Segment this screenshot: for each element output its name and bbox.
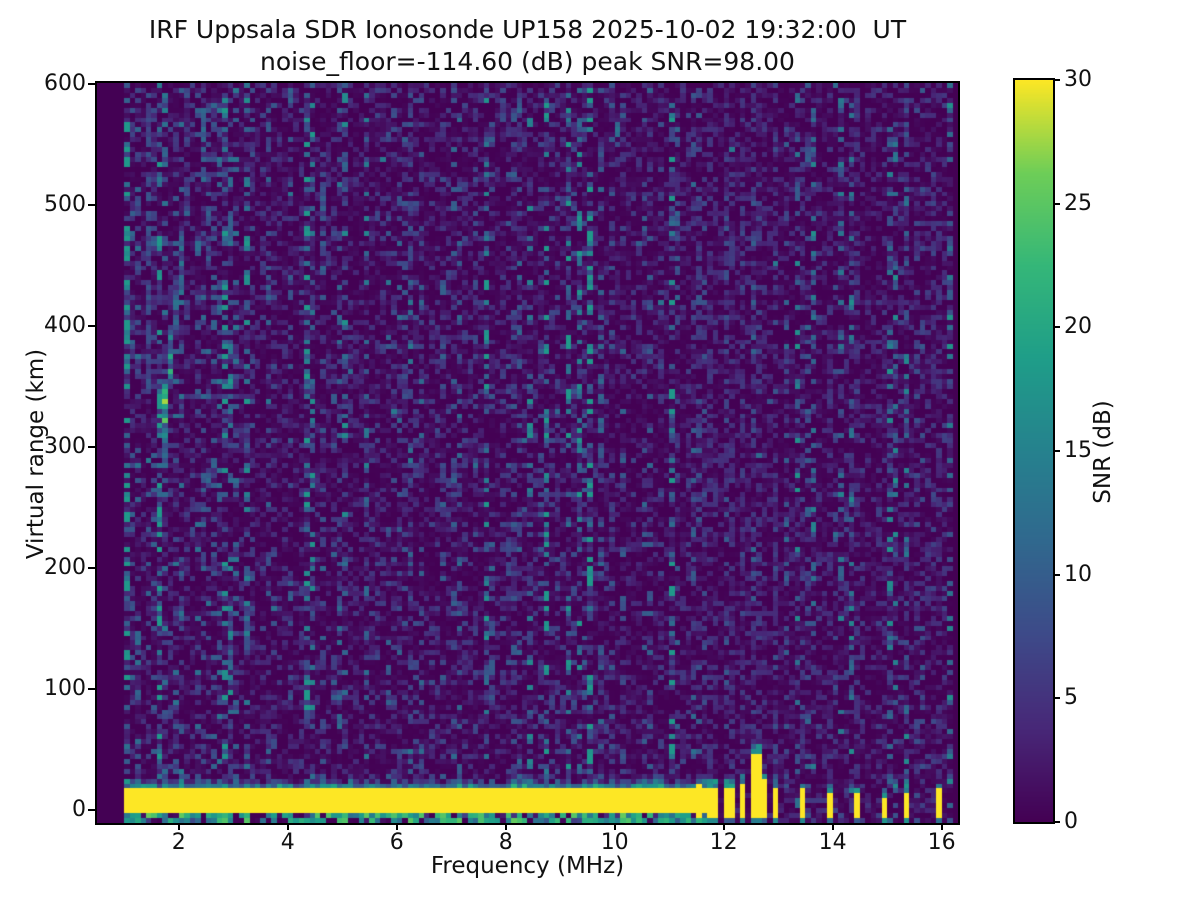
colorbar-gradient bbox=[1015, 80, 1053, 822]
x-tick-mark bbox=[722, 823, 725, 830]
y-tick-mark bbox=[88, 204, 95, 207]
x-tick-mark bbox=[177, 823, 180, 830]
y-tick-label: 100 bbox=[44, 675, 86, 701]
colorbar-tick-mark bbox=[1053, 573, 1060, 576]
x-tick-label: 14 bbox=[818, 830, 847, 855]
x-axis-label: Frequency (MHz) bbox=[430, 853, 625, 879]
colorbar-tick-label: 0 bbox=[1064, 809, 1078, 834]
x-tick-mark bbox=[831, 823, 834, 830]
colorbar-tick-label: 15 bbox=[1064, 438, 1092, 463]
chart-subtitle: noise_floor=-114.60 (dB) peak SNR=98.00 bbox=[260, 47, 795, 76]
colorbar-tick-label: 30 bbox=[1064, 67, 1092, 92]
y-tick-label: 600 bbox=[44, 71, 86, 97]
y-tick-label: 300 bbox=[44, 433, 86, 459]
y-tick-mark bbox=[88, 808, 95, 811]
x-tick-mark bbox=[940, 823, 943, 830]
colorbar-tick-label: 5 bbox=[1064, 685, 1078, 711]
x-tick-label: 12 bbox=[709, 830, 738, 855]
x-tick-mark bbox=[395, 823, 398, 830]
colorbar-tick-mark bbox=[1053, 326, 1060, 329]
ionogram-heatmap bbox=[97, 83, 958, 823]
x-tick-mark bbox=[613, 823, 616, 830]
colorbar-tick-label: 10 bbox=[1064, 561, 1092, 587]
x-tick-mark bbox=[504, 823, 507, 830]
colorbar-tick-label: 20 bbox=[1064, 314, 1092, 340]
colorbar-tick-label: 25 bbox=[1064, 190, 1092, 216]
x-tick-label: 2 bbox=[171, 830, 186, 855]
y-tick-mark bbox=[88, 445, 95, 448]
x-tick-label: 8 bbox=[498, 830, 513, 855]
chart-title: IRF Uppsala SDR Ionosonde UP158 2025-10-… bbox=[148, 15, 907, 44]
y-axis-label: Virtual range (km) bbox=[23, 348, 49, 560]
y-tick-mark bbox=[88, 566, 95, 569]
colorbar-tick-mark bbox=[1053, 697, 1060, 700]
y-tick-label: 400 bbox=[44, 313, 86, 339]
colorbar-tick-mark bbox=[1053, 821, 1060, 823]
y-tick-label: 500 bbox=[44, 192, 86, 218]
colorbar-tick-mark bbox=[1053, 450, 1060, 452]
y-tick-mark bbox=[88, 83, 95, 86]
colorbar-tick-mark bbox=[1053, 202, 1060, 205]
x-tick-label: 6 bbox=[389, 830, 404, 855]
y-tick-label: 200 bbox=[44, 554, 86, 580]
y-tick-label: 0 bbox=[72, 796, 86, 822]
x-tick-label: 4 bbox=[280, 830, 295, 855]
y-tick-mark bbox=[88, 325, 95, 328]
x-tick-mark bbox=[286, 823, 289, 830]
colorbar-label: SNR (dB) bbox=[1090, 400, 1116, 504]
y-tick-mark bbox=[88, 687, 95, 690]
x-tick-label: 16 bbox=[927, 830, 956, 855]
x-tick-label: 10 bbox=[600, 830, 629, 855]
colorbar-tick-mark bbox=[1053, 79, 1060, 81]
